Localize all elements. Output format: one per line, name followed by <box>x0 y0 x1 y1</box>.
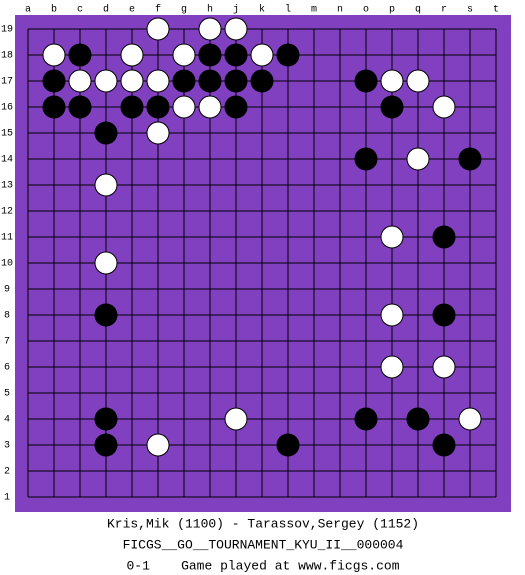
stone <box>198 43 222 67</box>
stone <box>224 69 248 93</box>
stone <box>146 17 170 41</box>
row-label: 14 <box>1 155 13 166</box>
column-label: l <box>285 4 291 16</box>
stone <box>380 303 404 327</box>
stone <box>380 225 404 249</box>
row-label: 17 <box>1 77 13 88</box>
column-label: t <box>493 5 499 16</box>
stone <box>380 95 404 119</box>
stone <box>458 407 482 431</box>
stone <box>68 95 92 119</box>
stone <box>146 95 170 119</box>
stone <box>120 69 144 93</box>
stone <box>42 69 66 93</box>
row-label: 7 <box>4 337 10 348</box>
row-label: 16 <box>1 103 13 114</box>
column-label: g <box>181 5 187 16</box>
stone <box>458 147 482 171</box>
row-label: 1 <box>4 493 10 504</box>
stone <box>198 17 222 41</box>
stone <box>94 407 118 431</box>
row-label: 3 <box>4 441 10 452</box>
row-label: 15 <box>1 129 13 140</box>
stone <box>94 433 118 457</box>
stone <box>406 147 430 171</box>
stone <box>354 69 378 93</box>
column-label: r <box>441 5 447 16</box>
stone <box>172 43 196 67</box>
row-label: 11 <box>1 233 13 244</box>
tournament: FICGS__GO__TOURNAMENT_KYU_II__000004 <box>123 537 404 552</box>
stone <box>276 433 300 457</box>
stone <box>432 355 456 379</box>
row-label: 6 <box>4 363 10 374</box>
stone <box>432 95 456 119</box>
column-label: q <box>415 5 421 16</box>
column-label: m <box>311 5 317 16</box>
stone <box>94 121 118 145</box>
row-label: 13 <box>1 181 13 192</box>
column-label: o <box>363 5 369 16</box>
stone <box>224 95 248 119</box>
row-label: 18 <box>1 51 13 62</box>
players: Kris,Mik (1100) - Tarassov,Sergey (1152) <box>107 516 419 531</box>
stone <box>172 69 196 93</box>
stone <box>224 407 248 431</box>
row-label: 12 <box>1 207 13 218</box>
stone <box>432 225 456 249</box>
stone <box>172 95 196 119</box>
column-label: p <box>389 5 395 16</box>
stone <box>198 69 222 93</box>
column-label: s <box>467 5 473 16</box>
stone <box>42 43 66 67</box>
column-label: f <box>155 4 161 16</box>
stone <box>250 43 274 67</box>
column-label: a <box>25 5 31 16</box>
stone <box>198 95 222 119</box>
row-label: 2 <box>4 467 10 478</box>
stone <box>432 303 456 327</box>
stone <box>120 95 144 119</box>
stone <box>120 43 144 67</box>
row-label: 19 <box>1 25 13 36</box>
row-label: 5 <box>4 389 10 400</box>
row-label: 9 <box>4 285 10 296</box>
column-label: d <box>103 4 109 16</box>
stone <box>146 69 170 93</box>
stone <box>42 95 66 119</box>
stone <box>94 69 118 93</box>
column-label: j <box>233 4 239 16</box>
column-label: n <box>337 5 343 16</box>
stone <box>380 355 404 379</box>
stone <box>224 17 248 41</box>
result: 0-1 Game played at www.ficgs.com <box>126 558 399 573</box>
row-label: 8 <box>4 311 10 322</box>
column-label: e <box>129 5 135 16</box>
stone <box>406 69 430 93</box>
stone <box>354 147 378 171</box>
stone <box>94 173 118 197</box>
stone <box>94 303 118 327</box>
stone <box>354 407 378 431</box>
stone <box>224 43 248 67</box>
column-label: k <box>259 4 265 16</box>
stone <box>68 69 92 93</box>
stone <box>250 69 274 93</box>
stone <box>146 433 170 457</box>
stone <box>276 43 300 67</box>
stone <box>432 433 456 457</box>
column-label: h <box>207 4 213 16</box>
stone <box>380 69 404 93</box>
stone <box>146 121 170 145</box>
stone <box>406 407 430 431</box>
stone <box>94 251 118 275</box>
column-label: b <box>51 4 57 16</box>
row-label: 4 <box>4 415 10 426</box>
column-label: c <box>77 5 83 16</box>
row-label: 10 <box>1 259 13 270</box>
stone <box>68 43 92 67</box>
